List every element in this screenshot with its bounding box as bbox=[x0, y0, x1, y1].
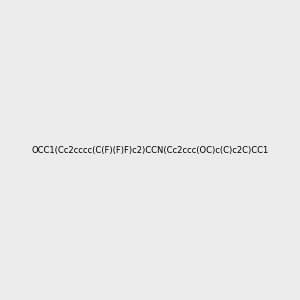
Text: OCC1(Cc2cccc(C(F)(F)F)c2)CCN(Cc2ccc(OC)c(C)c2C)CC1: OCC1(Cc2cccc(C(F)(F)F)c2)CCN(Cc2ccc(OC)c… bbox=[32, 146, 268, 154]
